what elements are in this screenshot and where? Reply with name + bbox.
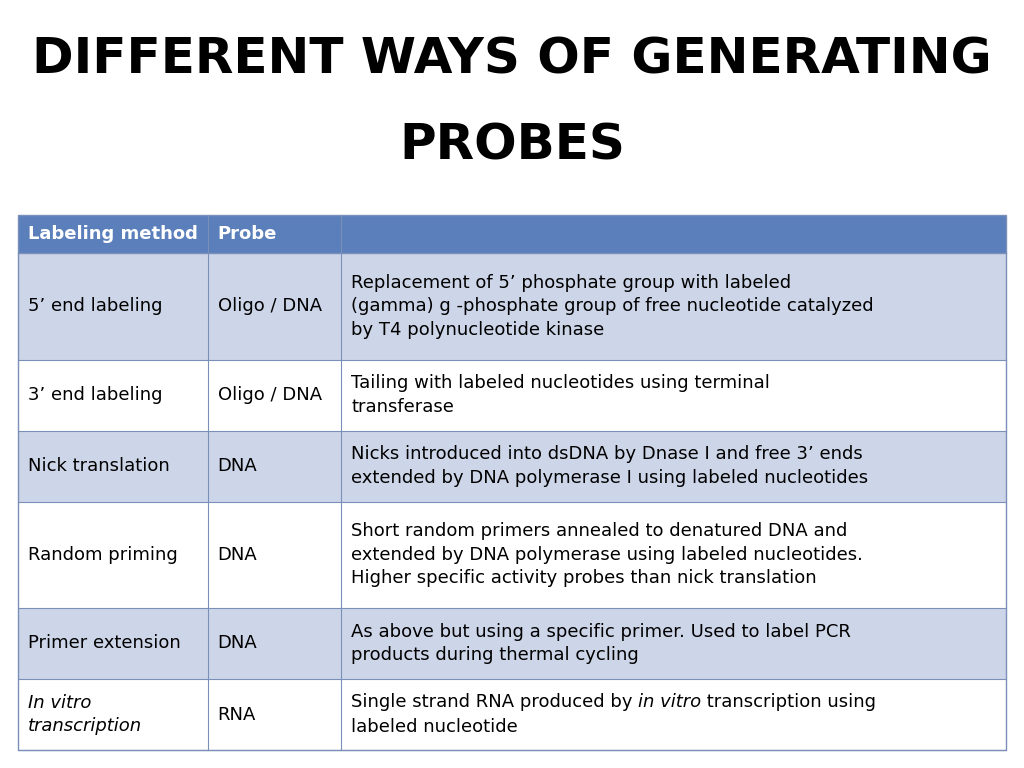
Text: 5’ end labeling: 5’ end labeling (28, 297, 163, 315)
Bar (18, 608, 1006, 679)
Text: As above but using a specific primer. Used to label PCR
products during thermal : As above but using a specific primer. Us… (351, 623, 851, 664)
Bar (18, 359, 1006, 431)
Text: PROBES: PROBES (399, 121, 625, 169)
Bar (18, 431, 1006, 502)
Text: Tailing with labeled nucleotides using terminal
transferase: Tailing with labeled nucleotides using t… (351, 374, 770, 415)
Text: RNA: RNA (218, 706, 256, 723)
Text: 3’ end labeling: 3’ end labeling (28, 386, 163, 404)
Text: Short random primers annealed to denatured DNA and
extended by DNA polymerase us: Short random primers annealed to denatur… (351, 522, 863, 588)
Text: in vitro: in vitro (638, 693, 701, 711)
Text: DNA: DNA (218, 457, 257, 475)
Text: In vitro
transcription: In vitro transcription (28, 694, 142, 735)
Text: Labeling method: Labeling method (28, 225, 198, 243)
Bar (18, 679, 1006, 750)
Text: DIFFERENT WAYS OF GENERATING: DIFFERENT WAYS OF GENERATING (32, 36, 992, 84)
Text: Nick translation: Nick translation (28, 457, 170, 475)
Text: Replacement of 5’ phosphate group with labeled
(gamma) g -phosphate group of fre: Replacement of 5’ phosphate group with l… (351, 273, 873, 339)
Bar (18, 253, 1006, 359)
Text: Oligo / DNA: Oligo / DNA (218, 386, 322, 404)
Text: Probe: Probe (218, 225, 278, 243)
Bar (18, 502, 1006, 608)
Text: DNA: DNA (218, 634, 257, 653)
Text: Nicks introduced into dsDNA by Dnase I and free 3’ ends
extended by DNA polymera: Nicks introduced into dsDNA by Dnase I a… (351, 445, 868, 487)
Bar (18, 215, 1006, 253)
Text: Single strand RNA produced by: Single strand RNA produced by (351, 693, 638, 711)
Text: transcription using: transcription using (701, 693, 877, 711)
Text: Oligo / DNA: Oligo / DNA (218, 297, 322, 315)
Text: DNA: DNA (218, 546, 257, 564)
Text: Random priming: Random priming (28, 546, 178, 564)
Text: labeled nucleotide: labeled nucleotide (351, 718, 518, 737)
Bar (18, 215, 1006, 750)
Text: Primer extension: Primer extension (28, 634, 181, 653)
